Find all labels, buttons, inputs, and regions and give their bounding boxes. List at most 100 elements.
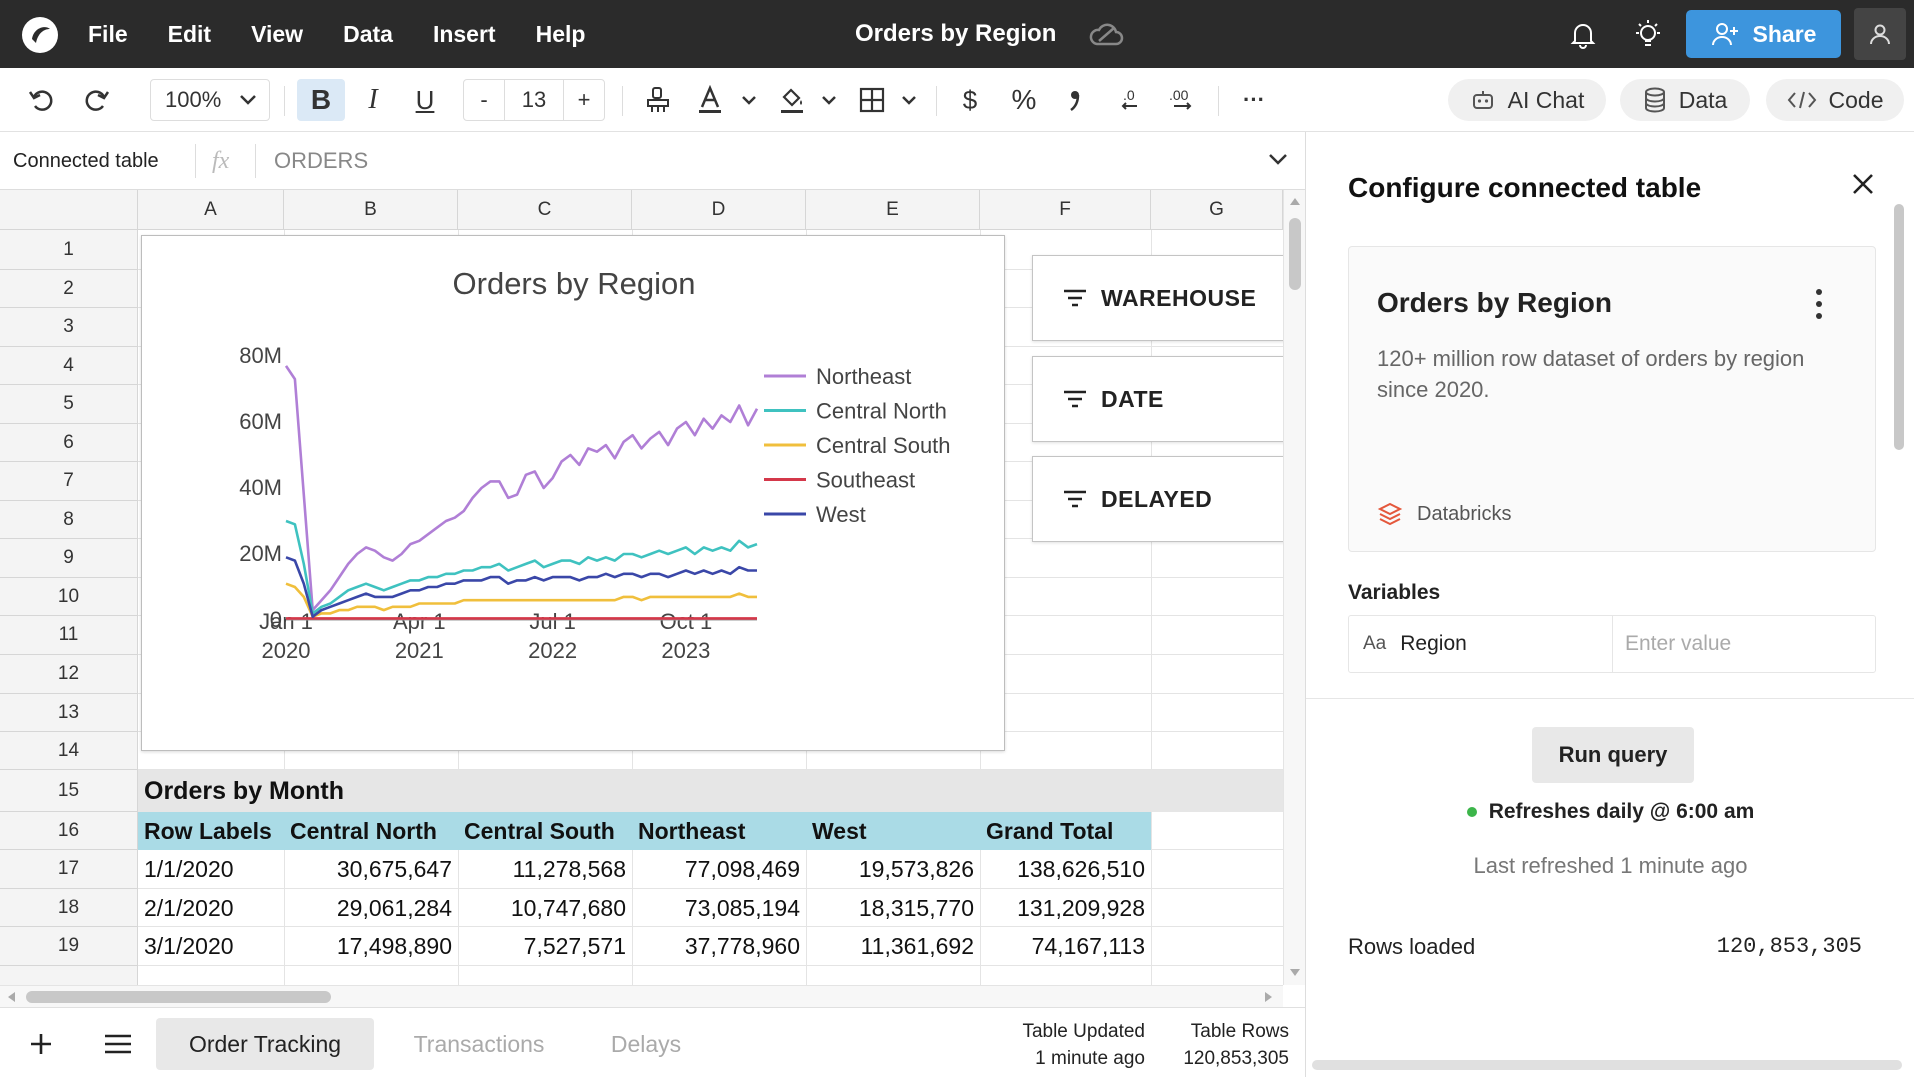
redo-icon[interactable] — [76, 79, 116, 121]
more-options-button[interactable]: ··· — [1243, 87, 1265, 112]
warehouse-filter-button[interactable]: WAREHOUSE — [1032, 255, 1283, 341]
menu-edit[interactable]: Edit — [167, 20, 212, 47]
code-button[interactable]: Code — [1766, 79, 1904, 121]
row-header[interactable]: 13 — [0, 694, 138, 732]
font-size-increase-button[interactable]: + — [577, 87, 591, 112]
orders-by-region-chart[interactable]: Orders by Region 0 20M 40M 60M 80M Jan 1 2020 Ap… — [141, 235, 1005, 751]
menu-data[interactable]: Data — [343, 20, 393, 47]
date-filter-button[interactable]: DATE — [1032, 356, 1283, 442]
column-header[interactable]: G — [1151, 190, 1283, 230]
delayed-filter-button[interactable]: DELAYED — [1032, 456, 1283, 542]
menu-view[interactable]: View — [251, 20, 304, 47]
font-size-value[interactable]: 13 — [504, 80, 564, 120]
table-cell[interactable]: 29,061,284 — [336, 894, 452, 921]
run-query-button[interactable]: Run query — [1532, 727, 1694, 783]
row-header[interactable]: 3 — [0, 308, 138, 347]
table-cell[interactable]: 138,626,510 — [1017, 856, 1145, 882]
table-cell[interactable]: 37,778,960 — [684, 933, 800, 959]
row-header[interactable]: 1 — [0, 230, 138, 270]
text-color-icon[interactable] — [690, 79, 730, 121]
menu-insert[interactable]: Insert — [432, 20, 496, 47]
chevron-down-icon[interactable] — [898, 79, 920, 121]
underline-button[interactable]: U — [415, 84, 435, 115]
row-header[interactable]: 8 — [0, 501, 138, 539]
user-avatar-icon[interactable] — [1854, 8, 1906, 60]
vertical-scrollbar[interactable] — [1283, 190, 1305, 985]
undo-icon[interactable] — [22, 79, 62, 121]
chevron-down-icon[interactable] — [1268, 152, 1288, 170]
notification-bell-icon[interactable] — [1568, 20, 1598, 55]
table-cell[interactable]: 73,085,194 — [684, 894, 800, 921]
table-cell[interactable]: 19,573,826 — [858, 856, 974, 882]
scroll-left-icon[interactable] — [6, 991, 16, 1003]
scroll-down-icon[interactable] — [1289, 968, 1301, 978]
horizontal-scrollbar[interactable] — [0, 985, 1283, 1007]
table-header-cell[interactable]: West — [812, 817, 867, 844]
table-cell[interactable]: 131,209,928 — [1017, 894, 1145, 921]
comma-format-icon[interactable] — [1058, 79, 1090, 121]
grid-corner[interactable] — [0, 190, 138, 230]
decrease-decimal-icon[interactable]: .0 — [1110, 79, 1150, 121]
menu-file[interactable]: File — [88, 20, 128, 47]
column-header[interactable]: B — [284, 190, 458, 230]
table-cell[interactable]: 2/1/2020 — [144, 894, 234, 921]
table-cell[interactable]: 74,167,113 — [1031, 933, 1145, 959]
table-cell[interactable]: 1/1/2020 — [144, 856, 234, 882]
row-header[interactable]: 15 — [0, 770, 138, 812]
table-cell[interactable]: 10,747,680 — [510, 894, 626, 921]
borders-icon[interactable] — [852, 79, 892, 121]
paint-format-icon[interactable] — [640, 79, 676, 121]
chevron-down-icon[interactable] — [818, 79, 840, 121]
row-header[interactable]: 18 — [0, 889, 138, 927]
chevron-down-icon[interactable] — [738, 79, 760, 121]
row-header[interactable]: 17 — [0, 850, 138, 889]
table-header-cell[interactable]: Grand Total — [986, 817, 1114, 844]
formula-input[interactable]: ORDERS — [274, 148, 369, 173]
share-button[interactable]: Share — [1686, 10, 1841, 58]
scroll-right-icon[interactable] — [1264, 991, 1274, 1003]
table-header-cell[interactable]: Central North — [290, 817, 437, 844]
percent-format-button[interactable]: % — [1011, 84, 1037, 115]
tab-delays[interactable]: Delays — [610, 1030, 682, 1057]
row-header[interactable]: 6 — [0, 424, 138, 462]
menu-help[interactable]: Help — [535, 20, 586, 47]
table-header-cell[interactable]: Row Labels — [144, 817, 272, 844]
currency-format-button[interactable]: $ — [962, 84, 978, 115]
refresh-schedule[interactable]: Refreshes daily @ 6:00 am — [1306, 800, 1914, 824]
italic-button[interactable]: I — [368, 84, 378, 115]
table-cell[interactable]: 11,278,568 — [512, 856, 626, 882]
panel-horizontal-scrollbar[interactable] — [1312, 1060, 1902, 1070]
table-cell[interactable]: 77,098,469 — [684, 856, 800, 882]
fill-color-icon[interactable] — [772, 79, 812, 121]
row-header[interactable]: 4 — [0, 347, 138, 385]
panel-scroll-thumb[interactable] — [1894, 204, 1904, 450]
table-cell[interactable]: 7,527,571 — [523, 933, 626, 959]
font-size-decrease-button[interactable]: - — [480, 87, 488, 112]
lightbulb-icon[interactable] — [1632, 18, 1664, 57]
table-cell[interactable]: 3/1/2020 — [144, 933, 234, 959]
ai-chat-button[interactable]: AI Chat — [1448, 79, 1606, 121]
column-header[interactable]: E — [806, 190, 980, 230]
row-header[interactable]: 16 — [0, 812, 138, 850]
tab-transactions[interactable]: Transactions — [413, 1030, 545, 1057]
scroll-up-icon[interactable] — [1289, 196, 1301, 206]
table-header-cell[interactable]: Central South — [464, 817, 615, 844]
connected-table-card[interactable]: Orders by Region 120+ million row datase… — [1348, 246, 1876, 552]
column-header[interactable]: F — [980, 190, 1151, 230]
row-header[interactable]: 12 — [0, 655, 138, 694]
table-cell[interactable]: 11,361,692 — [860, 933, 974, 959]
row-header[interactable]: 14 — [0, 732, 138, 770]
column-header[interactable]: C — [458, 190, 632, 230]
font-size-stepper[interactable]: - 13 + — [463, 79, 605, 121]
table-title[interactable]: Orders by Month — [144, 776, 345, 805]
tab-order-tracking[interactable]: Order Tracking — [156, 1018, 374, 1070]
app-logo-icon[interactable] — [20, 15, 60, 55]
row-header[interactable]: 10 — [0, 578, 138, 616]
row-header[interactable]: 7 — [0, 462, 138, 501]
horizontal-scroll-thumb[interactable] — [26, 991, 331, 1003]
row-header[interactable] — [0, 966, 138, 985]
table-cell[interactable]: 17,498,890 — [336, 933, 452, 959]
row-header[interactable]: 2 — [0, 270, 138, 308]
add-sheet-icon[interactable] — [20, 1018, 62, 1070]
data-button[interactable]: Data — [1620, 79, 1750, 121]
